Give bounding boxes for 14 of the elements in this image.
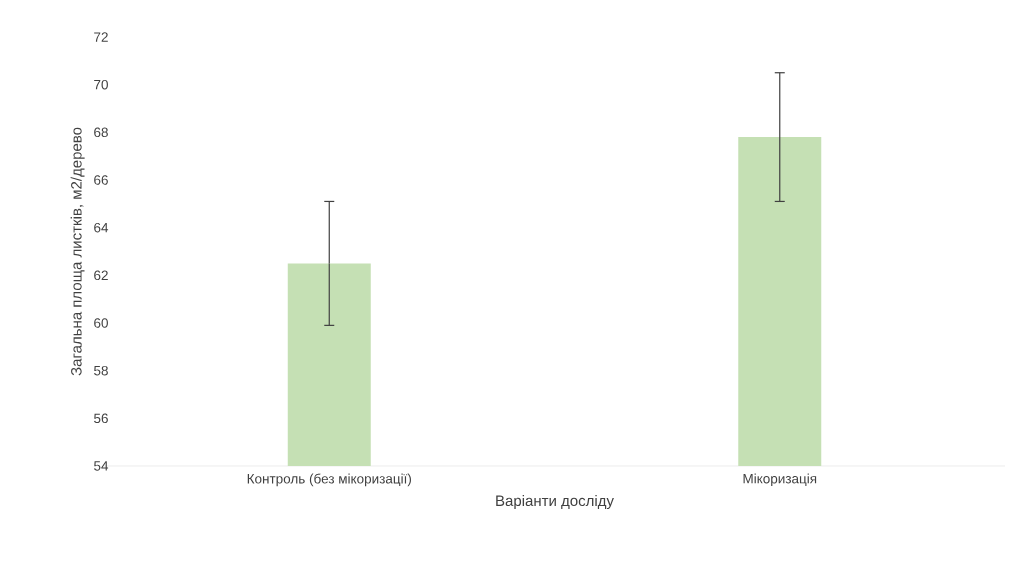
x-tick-label: Мікоризація (743, 473, 817, 487)
y-tick-label: 54 (94, 461, 109, 471)
y-tick-label: 58 (94, 365, 108, 376)
y-tick-label: 66 (94, 175, 108, 185)
x-tick-label: Контроль (без мікоризації) (247, 473, 411, 487)
y-tick-label: 60 (94, 318, 108, 328)
y-tick-label: 70 (94, 79, 108, 90)
x-axis-title: Варіанти досліду (496, 495, 614, 510)
y-tick-label: 72 (94, 32, 108, 42)
y-tick-label: 64 (94, 222, 109, 233)
y-axis-title: Загальна площа листків, м2/дерево (70, 127, 85, 376)
y-tick-label: 62 (94, 270, 108, 281)
y-tick-label: 68 (94, 127, 108, 138)
y-tick-label: 56 (94, 413, 108, 424)
